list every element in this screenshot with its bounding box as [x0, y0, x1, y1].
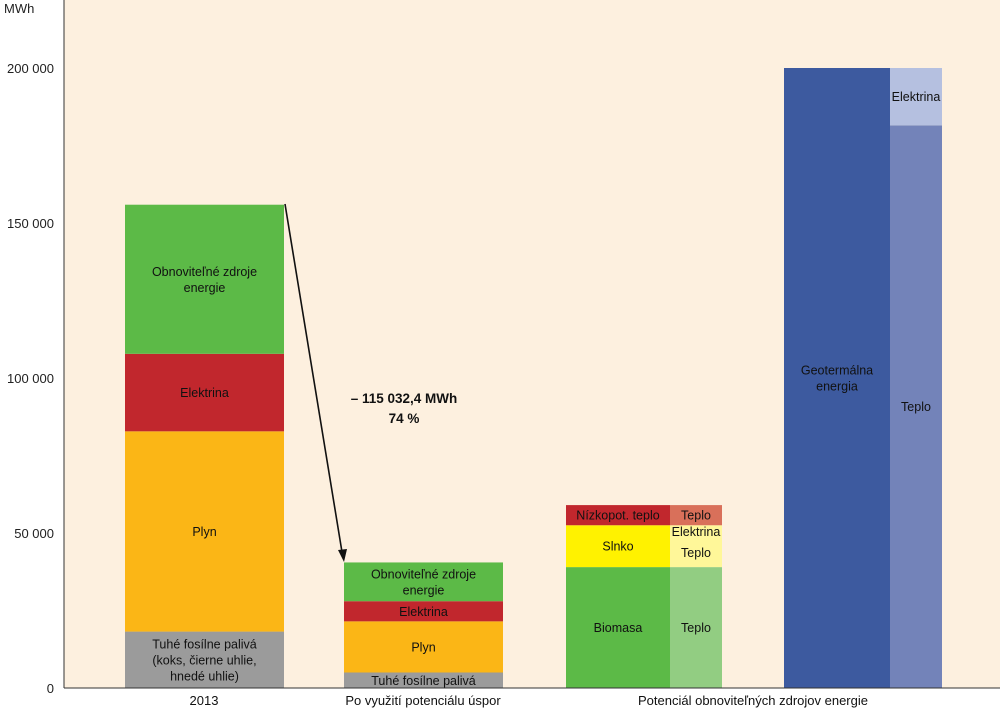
- reduction-arrow: [284, 203, 347, 562]
- y-tick-label: 100 000: [7, 371, 54, 386]
- bar-segment-label: Obnoviteľné zdroje energie: [371, 567, 476, 597]
- bar-segment: [566, 567, 670, 688]
- bar-segment: [670, 505, 722, 526]
- bar-segment: [344, 562, 503, 602]
- bar-segment-label: Teplo: [901, 400, 931, 414]
- bar-segment-label: Geotermálna energia: [801, 364, 873, 394]
- bar-segment: [890, 125, 942, 689]
- bar-segments: [125, 68, 942, 689]
- reduction-annotation-percent: 74 %: [389, 411, 420, 426]
- bar-segment: [670, 537, 722, 568]
- bar-segment-label: Plyn: [411, 640, 435, 654]
- bar-segment-label: Teplo: [681, 509, 711, 523]
- bar-segment: [784, 68, 890, 688]
- bar-segment-label: Teplo: [681, 546, 711, 560]
- bar-segment-label: Biomasa: [594, 621, 643, 635]
- bar-segment-label: Elektrina: [399, 605, 448, 619]
- bar-segment-label: Slnko: [602, 540, 633, 554]
- bar-segment-label: Plyn: [192, 525, 216, 539]
- bar-segment: [344, 621, 503, 673]
- bar-segment: [125, 204, 284, 354]
- bar-segment-label: Elektrina: [672, 525, 721, 539]
- bar-segment-label: Elektrina: [180, 386, 229, 400]
- bar-segment: [344, 672, 503, 688]
- bar-segment: [670, 525, 722, 538]
- bar-segment: [344, 601, 503, 622]
- y-axis-ticks: 0 50 000 100 000 150 000 200 000: [7, 61, 54, 696]
- bar-segment: [125, 431, 284, 632]
- x-category-label: Po využití potenciálu úspor: [345, 693, 501, 708]
- segment-labels: Tuhé fosílne palivá (koks, čierne uhlie, h…: [152, 90, 940, 688]
- y-tick-label: 150 000: [7, 216, 54, 231]
- x-category-label: 2013: [190, 693, 219, 708]
- y-tick-label: 0: [47, 681, 54, 696]
- bar-segment-label: Obnoviteľné zdroje energie: [152, 265, 257, 295]
- bar-segment-label: Nízkopot. teplo: [576, 509, 659, 523]
- bar-segment-label: Teplo: [681, 621, 711, 635]
- reduction-annotation-value: – 115 032,4 MWh: [351, 391, 458, 406]
- bar-segment: [890, 68, 942, 126]
- x-category-label: Potenciál obnoviteľných zdrojov energie: [638, 693, 868, 708]
- bar-segment: [566, 525, 670, 568]
- bar-segment: [566, 505, 670, 526]
- bar-segment-label: Tuhé fosílne palivá: [371, 674, 476, 688]
- y-tick-label: 50 000: [14, 526, 54, 541]
- bar-segment-label: Elektrina: [892, 90, 941, 104]
- bar-segment-label: Tuhé fosílne palivá (koks, čierne uhlie, h…: [152, 637, 257, 683]
- y-tick-label: 200 000: [7, 61, 54, 76]
- bar-segment: [125, 353, 284, 432]
- bar-segment: [125, 631, 284, 688]
- x-axis-categories: 2013 Po využití potenciálu úspor Potenciál…: [190, 693, 868, 708]
- bar-segment: [670, 567, 722, 688]
- y-axis-unit-label: MWh: [4, 1, 34, 16]
